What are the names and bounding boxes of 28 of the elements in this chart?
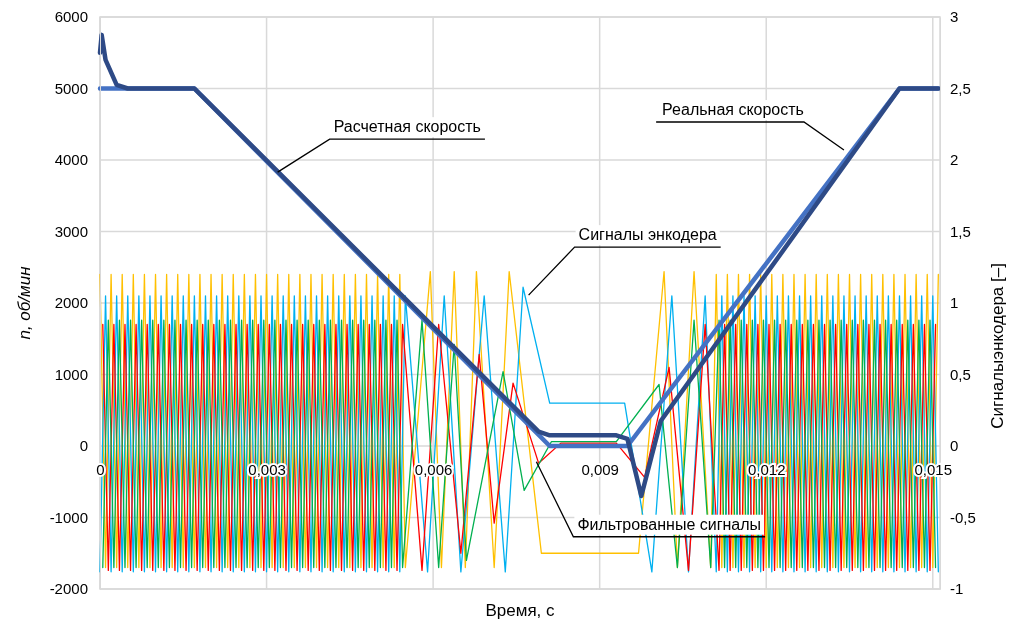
annotation: Сигналы энкодера xyxy=(578,226,717,244)
y-tick-label: 0 xyxy=(79,437,88,455)
annotation: Фильтрованные сигналы xyxy=(577,515,762,533)
y2-tick-label: -0,5 xyxy=(950,508,976,526)
y2-tick-label: 1,5 xyxy=(950,222,971,240)
y2-tick-label: 0 xyxy=(950,437,959,455)
y-tick-label: -2000 xyxy=(49,580,88,598)
x-tick-label: 0,012 xyxy=(747,460,786,478)
y-tick-label: 6000 xyxy=(54,8,88,26)
y2-tick-label: 0,5 xyxy=(950,365,971,383)
x-axis-title: Время, с xyxy=(485,601,556,620)
y-tick-label: 4000 xyxy=(54,151,88,169)
y2-tick-label: 1 xyxy=(950,294,959,312)
y2-tick-label: 2,5 xyxy=(950,79,971,97)
annotation: Реальная скорость xyxy=(662,100,804,118)
y-axis-title: n, об/мин xyxy=(15,265,34,340)
y-tick-label: 5000 xyxy=(54,79,88,97)
x-tick-label: 0,009 xyxy=(581,460,619,478)
annotation: Расчетная скорость xyxy=(333,118,481,136)
y2-tick-label: 3 xyxy=(950,8,959,26)
y-tick-label: 2000 xyxy=(54,294,88,312)
y-tick-label: 3000 xyxy=(54,222,88,240)
y-tick-label: 1000 xyxy=(54,365,88,383)
y2-axis-title: Сигналыэнкодера [–] xyxy=(988,263,1007,429)
y2-tick-label: 2 xyxy=(950,151,959,169)
x-tick-label: 0,003 xyxy=(248,460,286,478)
y-tick-label: -1000 xyxy=(49,508,88,526)
y2-tick-label: -1 xyxy=(950,580,964,598)
